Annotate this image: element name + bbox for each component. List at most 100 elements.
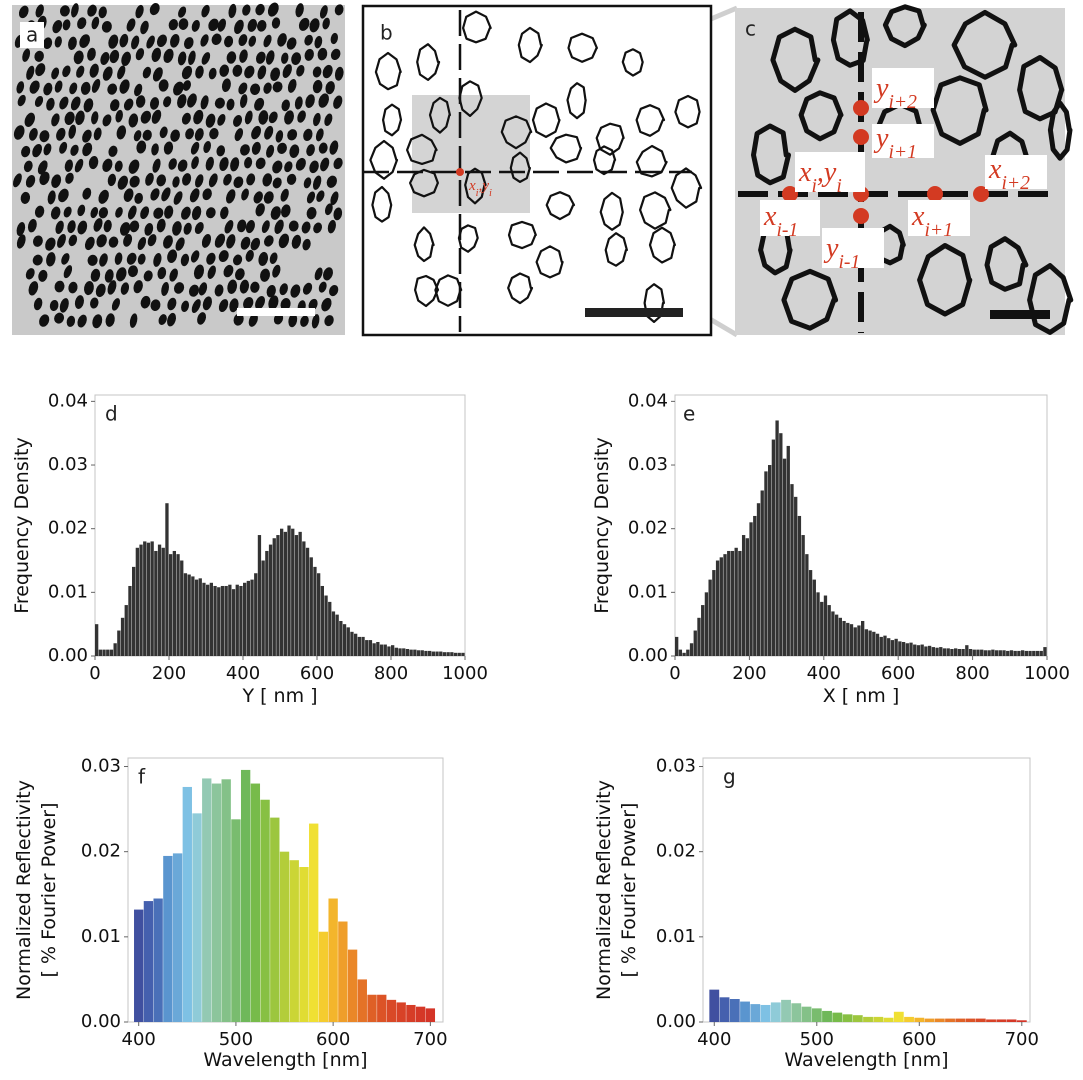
pore bbox=[74, 295, 84, 309]
histogram-bar bbox=[446, 652, 450, 656]
pore bbox=[205, 207, 216, 219]
bar bbox=[781, 999, 791, 1022]
histogram-bar bbox=[387, 646, 391, 656]
histogram-bar bbox=[909, 642, 913, 656]
bar bbox=[347, 949, 358, 1022]
pore bbox=[32, 235, 43, 247]
pore bbox=[263, 191, 274, 204]
pore bbox=[218, 250, 229, 263]
histogram-bar bbox=[135, 547, 139, 656]
pore bbox=[68, 124, 76, 139]
pore bbox=[168, 19, 179, 31]
y-tick-label: 0.03 bbox=[656, 756, 696, 777]
histogram-bar bbox=[354, 633, 358, 656]
pore bbox=[115, 206, 123, 218]
pore-outline bbox=[674, 94, 701, 129]
histogram-bar bbox=[689, 643, 694, 656]
bar bbox=[719, 997, 730, 1022]
pore bbox=[34, 50, 44, 62]
x-tick-label: 600 bbox=[902, 1029, 936, 1050]
pore bbox=[172, 221, 182, 236]
histogram-bar bbox=[439, 651, 443, 656]
pore bbox=[188, 50, 196, 66]
bar bbox=[143, 901, 154, 1022]
histogram-bar bbox=[980, 649, 984, 656]
histogram-bar bbox=[857, 625, 861, 656]
pore bbox=[177, 94, 187, 109]
histogram-bar bbox=[224, 585, 228, 656]
pore bbox=[104, 269, 114, 283]
pore bbox=[261, 220, 270, 234]
histogram-bar bbox=[283, 531, 287, 656]
histogram-bar bbox=[704, 592, 709, 656]
pore bbox=[126, 18, 136, 32]
pore bbox=[229, 298, 239, 313]
pore bbox=[98, 207, 109, 219]
pore bbox=[54, 280, 65, 293]
pore bbox=[101, 20, 112, 33]
pore bbox=[304, 34, 313, 46]
histogram-bar bbox=[231, 589, 236, 656]
pore bbox=[239, 279, 250, 294]
histogram-bar bbox=[864, 629, 869, 656]
pore bbox=[150, 188, 160, 201]
pore bbox=[205, 113, 216, 128]
pore-outline bbox=[951, 9, 1018, 80]
pore bbox=[191, 299, 201, 314]
pore bbox=[329, 284, 339, 297]
bar bbox=[163, 855, 173, 1022]
histogram-bar bbox=[887, 638, 891, 656]
pore bbox=[82, 129, 92, 143]
point bbox=[927, 186, 943, 202]
histogram-bar bbox=[206, 584, 210, 656]
pore bbox=[266, 144, 275, 158]
pore bbox=[91, 78, 101, 93]
pore bbox=[29, 128, 38, 141]
pore bbox=[38, 269, 48, 282]
pore bbox=[298, 17, 310, 31]
pore-outline bbox=[751, 123, 791, 186]
pore bbox=[108, 236, 119, 248]
pore bbox=[182, 80, 191, 91]
bar bbox=[425, 1008, 436, 1022]
pore bbox=[35, 63, 46, 77]
bar bbox=[134, 909, 144, 1022]
pore bbox=[224, 35, 234, 48]
pore bbox=[39, 130, 50, 143]
pore bbox=[201, 233, 212, 248]
pore bbox=[13, 125, 25, 140]
pore bbox=[297, 110, 306, 123]
pore bbox=[188, 284, 200, 297]
pore bbox=[270, 67, 281, 81]
y-tick-label: 0.01 bbox=[48, 581, 88, 602]
pore bbox=[65, 172, 74, 184]
point bbox=[853, 100, 869, 116]
histogram-bar bbox=[394, 647, 398, 656]
pore bbox=[123, 188, 134, 202]
pore bbox=[272, 81, 283, 93]
pore-outline bbox=[507, 272, 534, 305]
pore bbox=[83, 281, 94, 296]
pore bbox=[272, 160, 283, 174]
pore bbox=[324, 113, 333, 126]
x-axis-label: Y [ nm ] bbox=[241, 685, 317, 707]
pore bbox=[280, 297, 291, 311]
pore bbox=[257, 65, 267, 80]
pore bbox=[220, 206, 229, 220]
pore bbox=[70, 96, 81, 111]
pore bbox=[330, 48, 341, 60]
pore bbox=[247, 18, 258, 32]
pore bbox=[49, 299, 59, 312]
histogram-bar bbox=[194, 579, 199, 656]
histogram-bar bbox=[831, 611, 835, 656]
histogram-bar bbox=[961, 648, 965, 656]
label-box bbox=[908, 200, 970, 236]
histogram-bar bbox=[383, 644, 387, 656]
pore bbox=[129, 313, 138, 328]
pore bbox=[214, 284, 224, 297]
pore bbox=[33, 297, 43, 311]
pore-outline bbox=[917, 243, 973, 317]
x-tick-label: 700 bbox=[413, 1029, 447, 1050]
pore-outline bbox=[621, 48, 644, 77]
